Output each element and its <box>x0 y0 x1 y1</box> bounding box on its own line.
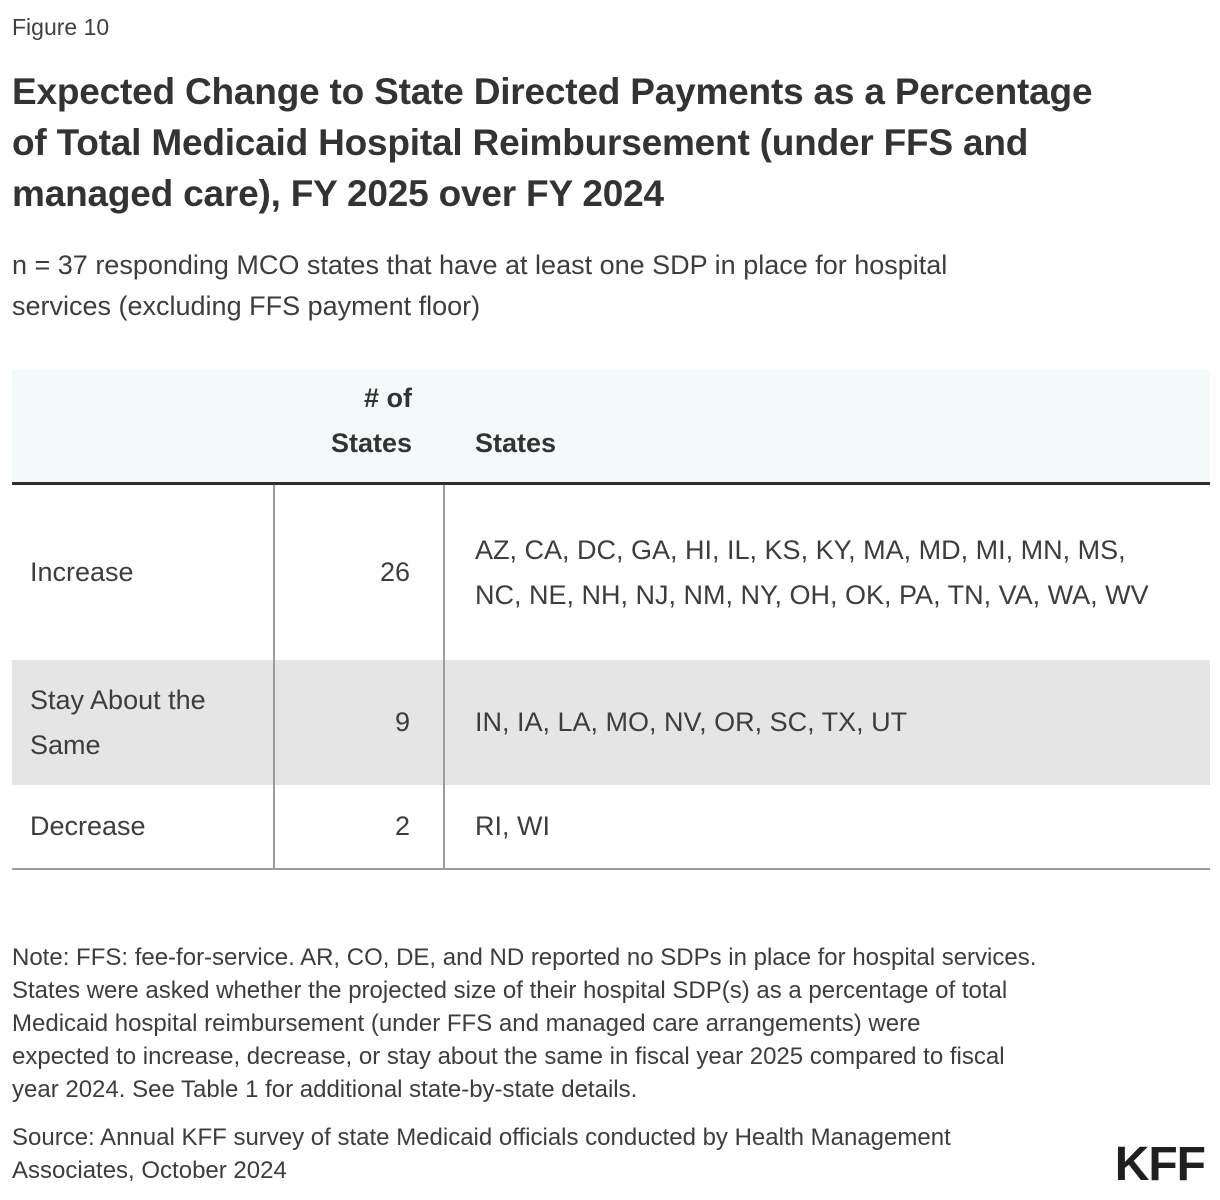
table-row-decrease-count: 2 <box>275 785 445 870</box>
column-header-num-states: # of States <box>275 370 445 485</box>
states-list: AZ, CA, DC, GA, HI, IL, KS, KY, MA, MD, … <box>475 534 1149 610</box>
figure-label: Figure 10 <box>12 14 110 40</box>
figure-source: Source: Annual KFF survey of state Medic… <box>12 1124 951 1184</box>
row-category: Stay About the Same <box>30 684 206 760</box>
states-list: RI, WI <box>475 811 550 841</box>
table-corner-cell <box>12 370 275 485</box>
states-list: IN, IA, LA, MO, NV, OR, SC, TX, UT <box>475 707 908 737</box>
kff-logo: KFF <box>1114 1138 1206 1191</box>
table-row-same-count: 9 <box>275 660 445 785</box>
table-row-same-states: IN, IA, LA, MO, NV, OR, SC, TX, UT <box>445 660 1210 785</box>
row-category: Increase <box>30 557 134 587</box>
figure-title: Expected Change to State Directed Paymen… <box>12 71 1093 214</box>
table-row-increase-states: AZ, CA, DC, GA, HI, IL, KS, KY, MA, MD, … <box>445 485 1210 660</box>
sdp-change-table: # of States States Increase 26 AZ, CA, D… <box>12 370 1210 870</box>
figure-subtitle: n = 37 responding MCO states that have a… <box>12 250 948 321</box>
row-category: Decrease <box>30 811 146 841</box>
table-row-decrease-states: RI, WI <box>445 785 1210 870</box>
table-row-increase-count: 26 <box>275 485 445 660</box>
table-row-same-label: Stay About the Same <box>12 660 275 785</box>
column-header-states: States <box>445 370 1210 485</box>
table-row-decrease-label: Decrease <box>12 785 275 870</box>
figure-note: Note: FFS: fee-for-service. AR, CO, DE, … <box>12 944 1037 1103</box>
table-row-increase-label: Increase <box>12 485 275 660</box>
